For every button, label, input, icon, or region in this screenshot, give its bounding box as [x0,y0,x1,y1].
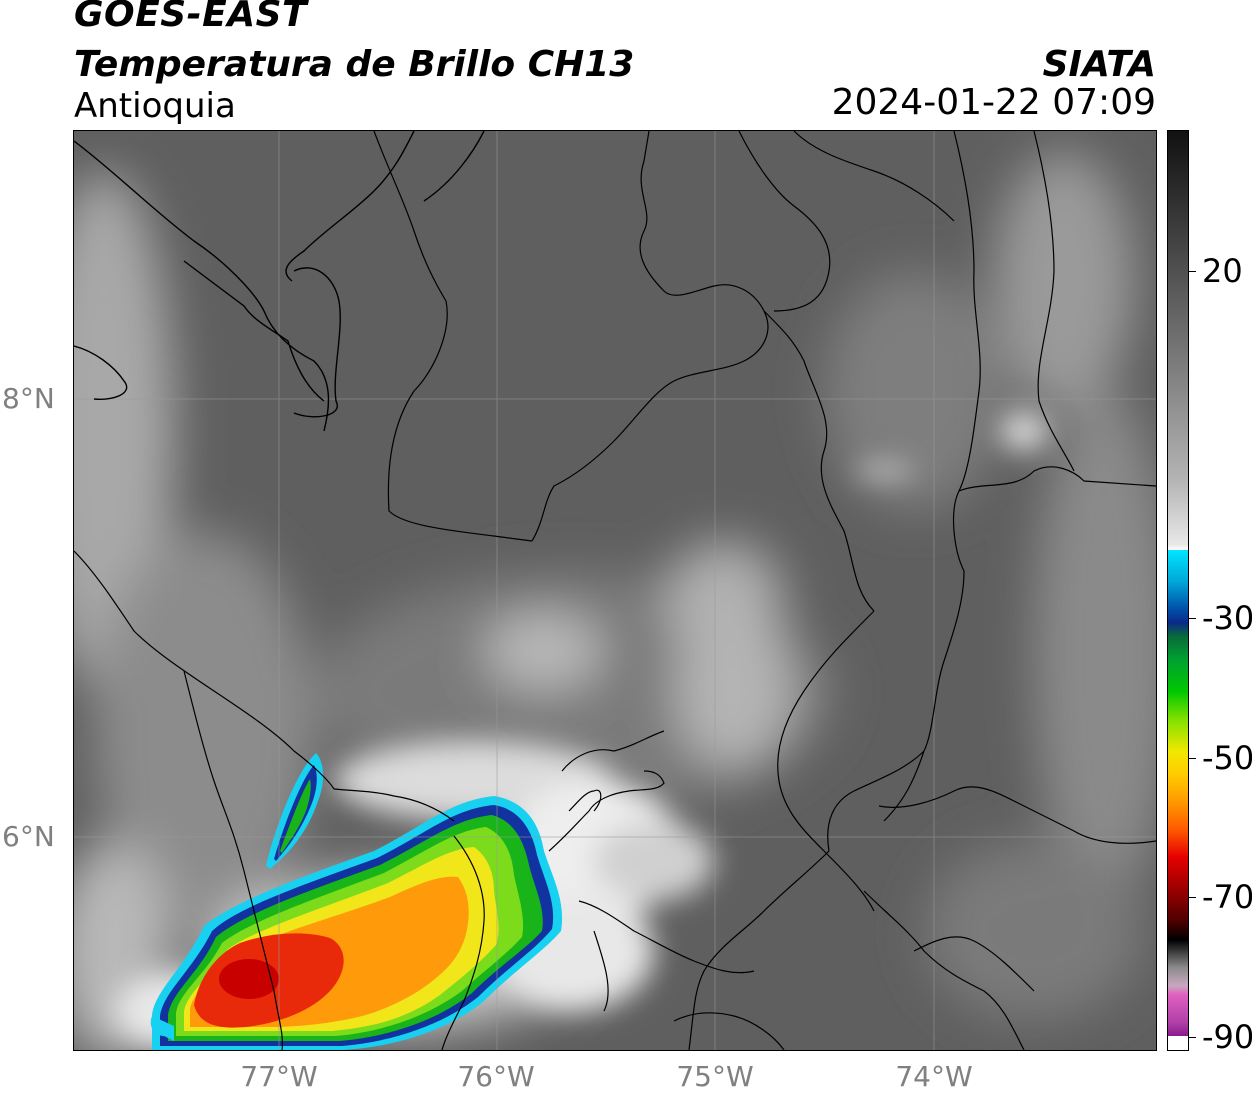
colorbar-label-minus90: -90 [1202,1018,1252,1056]
colorbar [1167,130,1189,1051]
colorbar-label-20: 20 [1202,252,1243,290]
lon-label-77w: 77°W [240,1060,318,1093]
lon-label-76w: 76°W [457,1060,535,1093]
lon-label-75w: 75°W [676,1060,754,1093]
region-title: Antioquia [74,86,236,126]
satellite-title: GOES-EAST [74,0,308,35]
colorbar-tick [1188,618,1196,619]
satellite-map [73,130,1157,1051]
organization-label: SIATA [1042,44,1156,85]
lon-label-74w: 74°W [895,1060,973,1093]
colorbar-tick [1188,271,1196,272]
colorbar-tick [1188,1037,1196,1038]
storm-west-fringe [150,1016,174,1041]
storm-cell [150,753,563,1050]
colorbar-tick [1188,897,1196,898]
graticule [74,131,1156,1050]
colorbar-tick [1188,758,1196,759]
lat-label-8n: 8°N [2,382,55,415]
timestamp-label: 2024-01-22 07:09 [831,82,1156,123]
colorbar-label-minus30: -30 [1202,599,1252,637]
coastlines [74,131,485,432]
borders [74,131,1156,1050]
lat-label-6n: 6°N [2,820,55,853]
colorbar-label-minus70: -70 [1202,878,1252,916]
colorbar-label-minus50: -50 [1202,739,1252,777]
storm-core [219,959,279,999]
product-title: Temperatura de Brillo CH13 [74,44,635,85]
small-storm-cell-core [280,779,311,853]
